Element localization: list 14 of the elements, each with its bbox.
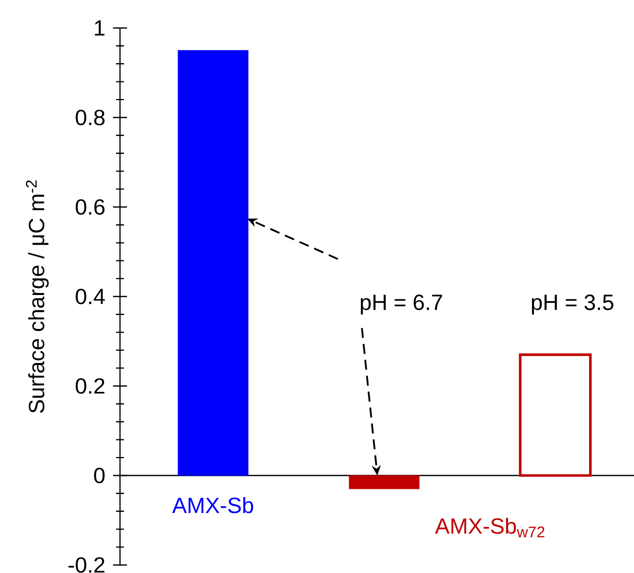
y-tick-label: -0.2 (68, 557, 104, 573)
annotation: pH = 6.7 (360, 294, 442, 314)
annotation: AMX-Sb$_{w72}$ (435, 518, 544, 538)
bar (518, 353, 592, 477)
y-tick-label: 1 (94, 20, 104, 36)
y-axis-title: Surface charge / μC m$^{-2}$ (26, 180, 49, 413)
annotation: pH = 3.5 (532, 294, 614, 314)
y-tick-label: 0.6 (76, 199, 105, 215)
y-tick-label: 0.2 (76, 378, 104, 394)
bar (178, 50, 248, 476)
y-tick-label: 0 (94, 468, 105, 484)
y-tick-label: 0.8 (76, 110, 105, 126)
y-tick-label: 0.4 (76, 288, 105, 304)
x-tick-label: AMX-Sb (172, 497, 254, 514)
